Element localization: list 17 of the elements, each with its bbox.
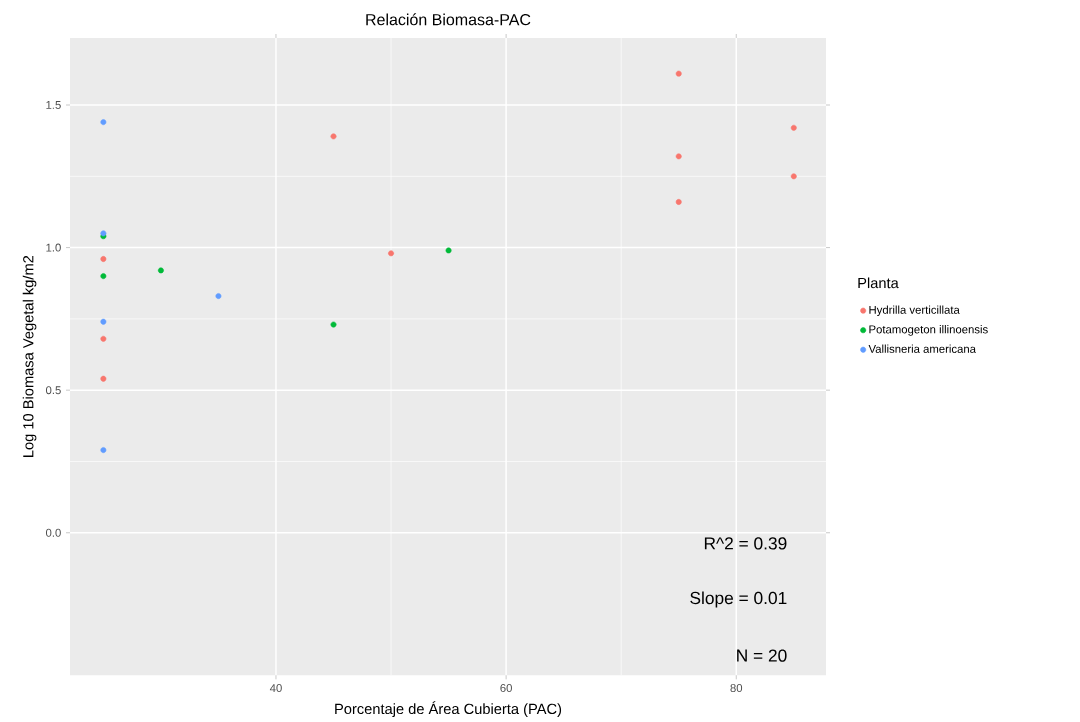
legend-label: Potamogeton illinoensis [869, 325, 988, 336]
y-tick-label: 0.5 [45, 386, 61, 395]
x-axis-title: Porcentaje de Área Cubierta (PAC) [335, 701, 562, 717]
x-tick-label: 80 [730, 684, 743, 693]
legend-label: Vallisneria americana [868, 344, 976, 353]
y-tick-label: 1.5 [46, 101, 61, 109]
annotation: R^2 = 0.39 [704, 537, 787, 550]
x-tick-label: 40 [269, 684, 282, 693]
y-axis-title: Log 10 Biomasa Vegetal kg/m2 [22, 255, 37, 457]
chart-title: Relación Biomasa-PAC [366, 13, 531, 26]
y-tick-label: 0.0 [45, 528, 61, 537]
y-tick-label: 1.0 [46, 243, 61, 252]
x-tick-label: 60 [500, 684, 512, 693]
annotation: N = 20 [737, 649, 787, 662]
annotation: Slope = 0.01 [690, 591, 787, 608]
legend-label: Hydrilla verticillata [869, 305, 960, 317]
legend-title: Planta [858, 277, 899, 289]
